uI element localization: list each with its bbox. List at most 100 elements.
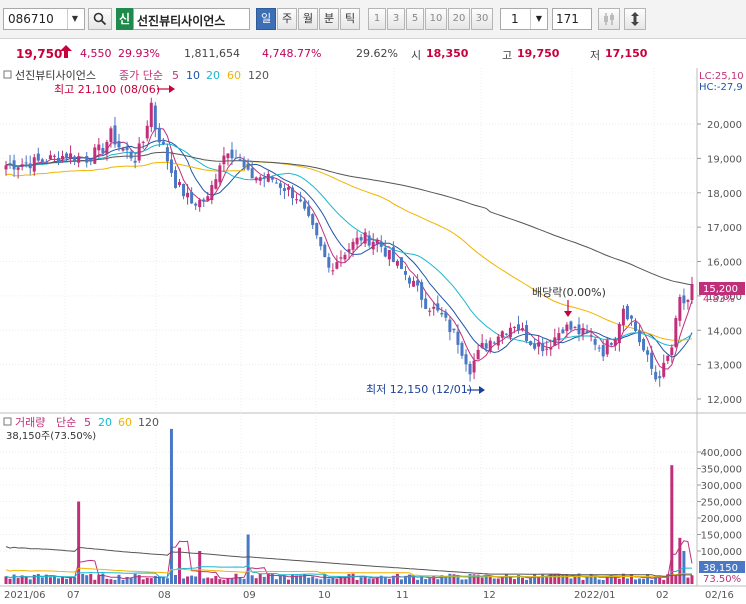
right-arrow-icon: [157, 85, 175, 93]
last-price-pct: 4.83%: [703, 294, 735, 305]
candle-body: [424, 298, 428, 309]
candle-body: [343, 254, 347, 260]
interval-10-button[interactable]: 10: [425, 8, 447, 30]
candle-body: [270, 176, 274, 180]
volume-bar: [428, 578, 432, 584]
candle-body: [525, 325, 529, 342]
candle-body: [521, 328, 525, 331]
market-badge: 신: [116, 8, 133, 30]
volume-bar: [61, 577, 65, 584]
volume-bar: [545, 576, 549, 584]
high-price: 19,750: [517, 47, 560, 60]
last-volume-pct: 73.50%: [703, 574, 741, 585]
ma-60-label: 60: [227, 69, 241, 82]
stock-code-input[interactable]: 086710 ▼: [3, 8, 85, 30]
candle-body: [549, 347, 553, 350]
candle-body: [391, 247, 395, 263]
candle-body: [480, 342, 484, 348]
candle-body: [307, 206, 311, 216]
ma-5-label: 5: [172, 69, 179, 82]
moving-average-line: [5, 143, 693, 347]
volume-bar: [670, 465, 674, 584]
panel-settings-icon[interactable]: [3, 70, 12, 79]
volume-bar: [629, 574, 633, 584]
price-tick-label: 16,000: [707, 258, 742, 269]
candle-body: [516, 324, 520, 331]
chevron-down-icon[interactable]: ▼: [530, 9, 547, 29]
interval-5-button[interactable]: 5: [406, 8, 424, 30]
candle-body: [533, 343, 537, 349]
volume-bar: [387, 578, 391, 584]
candle-body: [40, 159, 44, 162]
interval-1-button[interactable]: 1: [368, 8, 386, 30]
bar-count-input[interactable]: 171: [552, 8, 592, 30]
candle-body: [416, 280, 420, 286]
volume-bar: [383, 576, 387, 584]
candle-style-button[interactable]: [598, 8, 620, 30]
volume-tick-label: 400,000: [701, 448, 742, 459]
candle-body: [133, 160, 137, 163]
candle-body: [153, 105, 157, 130]
volume-bar: [464, 579, 468, 584]
volume-bar: [161, 576, 165, 584]
volume-moving-averages: [5, 540, 693, 580]
volume-bar: [375, 576, 379, 584]
stock-code-value: 086710: [8, 12, 54, 26]
candle-body: [335, 262, 339, 269]
candle-body: [666, 355, 670, 361]
panel-settings-icon[interactable]: [3, 417, 12, 426]
date-tick-label: 10: [318, 590, 331, 601]
candle-body: [686, 300, 690, 302]
volume-bar: [28, 579, 32, 584]
candle-body: [105, 141, 109, 155]
tab-week[interactable]: 주: [277, 8, 297, 30]
volume-bar: [638, 578, 642, 584]
candle-body: [585, 331, 589, 333]
price-ma-label: 종가 단순: [119, 69, 163, 82]
stock-chart[interactable]: 20,000 19,000 18,000 17,000 16,000 15,000 14,0…: [0, 68, 746, 604]
candle-body: [250, 168, 254, 179]
candle-body: [303, 201, 307, 209]
tab-tick[interactable]: 틱: [340, 8, 360, 30]
volume-bar: [69, 576, 73, 584]
volume-bar: [186, 576, 190, 584]
interval-20-button[interactable]: 20: [448, 8, 470, 30]
candle-body: [137, 143, 141, 161]
volume-bar: [149, 578, 153, 584]
candle-body: [61, 155, 65, 160]
candle-body: [258, 177, 262, 181]
candle-body: [541, 343, 545, 352]
expand-vertical-button[interactable]: [624, 8, 646, 30]
unit-select[interactable]: 1 ▼: [500, 8, 548, 30]
volume-bar: [129, 578, 133, 584]
lc-label: LC:25,10: [699, 71, 744, 82]
candle-body: [545, 348, 549, 350]
high-annotation: 최고 21,100 (08/06): [54, 83, 160, 96]
search-button[interactable]: [88, 8, 112, 30]
volume-bar: [577, 573, 581, 584]
interval-30-button[interactable]: 30: [471, 8, 493, 30]
volume-bar: [565, 574, 569, 584]
candle-body: [403, 271, 407, 275]
volume-bar: [258, 573, 262, 584]
open-label: 시: [411, 49, 422, 62]
vertical-arrows-icon: [631, 12, 639, 26]
tab-month[interactable]: 월: [298, 8, 318, 30]
volume-bar: [412, 576, 416, 584]
tab-minute[interactable]: 분: [319, 8, 339, 30]
interval-3-button[interactable]: 3: [387, 8, 405, 30]
current-price: 19,750: [16, 47, 63, 61]
chevron-down-icon[interactable]: ▼: [67, 9, 82, 29]
tab-day[interactable]: 일: [256, 8, 276, 30]
candle-body: [12, 160, 16, 170]
candle-body: [141, 141, 145, 143]
volume-bar: [250, 575, 254, 584]
candle-body: [476, 349, 480, 360]
vma-120-label: 120: [138, 416, 159, 429]
volume-bar: [480, 577, 484, 584]
volume-bar: [403, 575, 407, 584]
volume-bar: [282, 575, 286, 584]
volume-bar: [597, 579, 601, 584]
candle-body: [363, 232, 367, 244]
stock-name-field[interactable]: 선진뷰티사이언스: [133, 8, 250, 30]
